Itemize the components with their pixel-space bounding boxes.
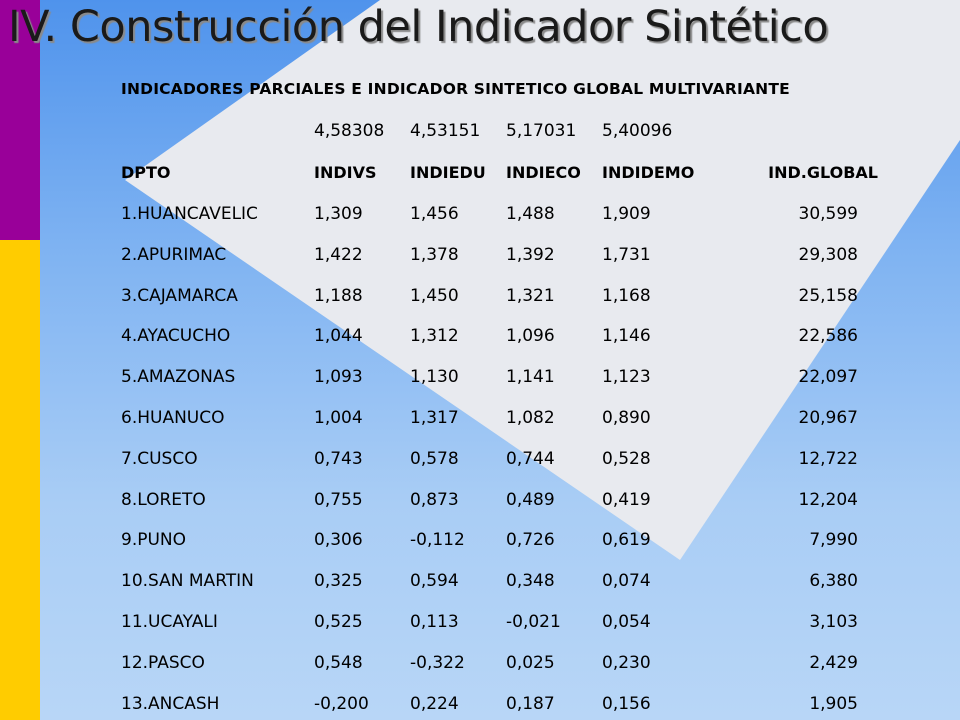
indicator-value-cell: 6,380 <box>809 571 858 591</box>
column-header: DPTO <box>121 163 171 182</box>
indicator-value-cell: 20,967 <box>798 408 858 428</box>
indicator-value-cell: 1,378 <box>410 245 459 265</box>
indicator-value-cell: 30,599 <box>798 204 858 224</box>
indicator-value-cell: 0,025 <box>506 653 555 673</box>
department-name-cell: 7.CUSCO <box>121 449 198 469</box>
department-name-cell: 5.AMAZONAS <box>121 367 236 387</box>
indicator-value-cell: 7,990 <box>809 530 858 550</box>
indicator-value-cell: 1,905 <box>809 694 858 714</box>
indicator-value-cell: 1,317 <box>410 408 459 428</box>
indicator-value-cell: 1,392 <box>506 245 555 265</box>
department-name-cell: 13.ANCASH <box>121 694 220 714</box>
department-name-cell: 6.HUANUCO <box>121 408 225 428</box>
indicator-value-cell: 22,586 <box>798 326 858 346</box>
indicator-value-cell: 0,578 <box>410 449 459 469</box>
indicator-value-cell: 0,230 <box>602 653 651 673</box>
column-header: INDIEDU <box>410 163 486 182</box>
indicator-value-cell: -0,200 <box>314 694 369 714</box>
weight-value: 5,17031 <box>506 121 577 141</box>
indicator-value-cell: 0,873 <box>410 490 459 510</box>
column-header: INDIDEMO <box>602 163 695 182</box>
indicator-value-cell: -0,021 <box>506 612 561 632</box>
indicator-value-cell: 1,004 <box>314 408 363 428</box>
indicator-value-cell: 1,096 <box>506 326 555 346</box>
department-name-cell: 10.SAN MARTIN <box>121 571 254 591</box>
indicator-value-cell: 0,743 <box>314 449 363 469</box>
weight-value: 4,53151 <box>410 121 481 141</box>
indicator-value-cell: 1,309 <box>314 204 363 224</box>
weight-value: 4,58308 <box>314 121 385 141</box>
indicator-value-cell: 12,204 <box>798 490 858 510</box>
indicator-value-cell: 0,224 <box>410 694 459 714</box>
indicator-value-cell: 1,146 <box>602 326 651 346</box>
department-name-cell: 12.PASCO <box>121 653 205 673</box>
indicator-value-cell: 1,082 <box>506 408 555 428</box>
indicator-value-cell: 1,188 <box>314 286 363 306</box>
indicator-value-cell: -0,112 <box>410 530 465 550</box>
indicator-value-cell: 1,312 <box>410 326 459 346</box>
department-name-cell: 11.UCAYALI <box>121 612 218 632</box>
indicator-value-cell: 22,097 <box>798 367 858 387</box>
column-header: IND.GLOBAL <box>768 163 878 182</box>
indicator-value-cell: 0,528 <box>602 449 651 469</box>
department-name-cell: 8.LORETO <box>121 490 206 510</box>
indicator-value-cell: 1,456 <box>410 204 459 224</box>
indicator-value-cell: 0,726 <box>506 530 555 550</box>
indicator-value-cell: 0,113 <box>410 612 459 632</box>
indicator-value-cell: 0,755 <box>314 490 363 510</box>
indicator-value-cell: 0,074 <box>602 571 651 591</box>
indicator-value-cell: 1,488 <box>506 204 555 224</box>
indicator-value-cell: 0,419 <box>602 490 651 510</box>
accent-bar-purple <box>0 0 40 240</box>
indicator-value-cell: 1,422 <box>314 245 363 265</box>
indicator-value-cell: 0,156 <box>602 694 651 714</box>
department-name-cell: 2.APURIMAC <box>121 245 227 265</box>
indicator-value-cell: 0,548 <box>314 653 363 673</box>
indicator-value-cell: 1,731 <box>602 245 651 265</box>
indicator-value-cell: 1,321 <box>506 286 555 306</box>
indicator-value-cell: 2,429 <box>809 653 858 673</box>
indicator-value-cell: 1,450 <box>410 286 459 306</box>
department-name-cell: 9.PUNO <box>121 530 187 550</box>
department-name-cell: 4.AYACUCHO <box>121 326 231 346</box>
indicator-value-cell: 0,187 <box>506 694 555 714</box>
indicator-value-cell: 3,103 <box>809 612 858 632</box>
indicator-value-cell: 0,306 <box>314 530 363 550</box>
department-name-cell: 1.HUANCAVELIC <box>121 204 258 224</box>
indicator-value-cell: 0,744 <box>506 449 555 469</box>
accent-bar-yellow <box>0 240 40 720</box>
indicator-value-cell: 1,123 <box>602 367 651 387</box>
indicator-value-cell: 0,325 <box>314 571 363 591</box>
indicator-value-cell: 1,093 <box>314 367 363 387</box>
table-caption: INDICADORES PARCIALES E INDICADOR SINTET… <box>121 80 790 98</box>
indicator-value-cell: 1,130 <box>410 367 459 387</box>
indicator-value-cell: 1,168 <box>602 286 651 306</box>
indicator-value-cell: 0,594 <box>410 571 459 591</box>
indicator-value-cell: 0,890 <box>602 408 651 428</box>
weight-value: 5,40096 <box>602 121 673 141</box>
indicator-value-cell: 0,619 <box>602 530 651 550</box>
indicator-value-cell: 1,909 <box>602 204 651 224</box>
indicator-value-cell: 12,722 <box>798 449 858 469</box>
column-header: INDIVS <box>314 163 377 182</box>
indicator-value-cell: 25,158 <box>798 286 858 306</box>
slide-title: IV. Construcción del Indicador Sintético <box>8 2 829 52</box>
indicator-value-cell: -0,322 <box>410 653 465 673</box>
indicator-value-cell: 1,141 <box>506 367 555 387</box>
department-name-cell: 3.CAJAMARCA <box>121 286 238 306</box>
indicator-value-cell: 0,525 <box>314 612 363 632</box>
indicator-value-cell: 29,308 <box>798 245 858 265</box>
indicator-value-cell: 1,044 <box>314 326 363 346</box>
indicator-value-cell: 0,489 <box>506 490 555 510</box>
indicator-value-cell: 0,054 <box>602 612 651 632</box>
column-header: INDIECO <box>506 163 581 182</box>
indicator-value-cell: 0,348 <box>506 571 555 591</box>
